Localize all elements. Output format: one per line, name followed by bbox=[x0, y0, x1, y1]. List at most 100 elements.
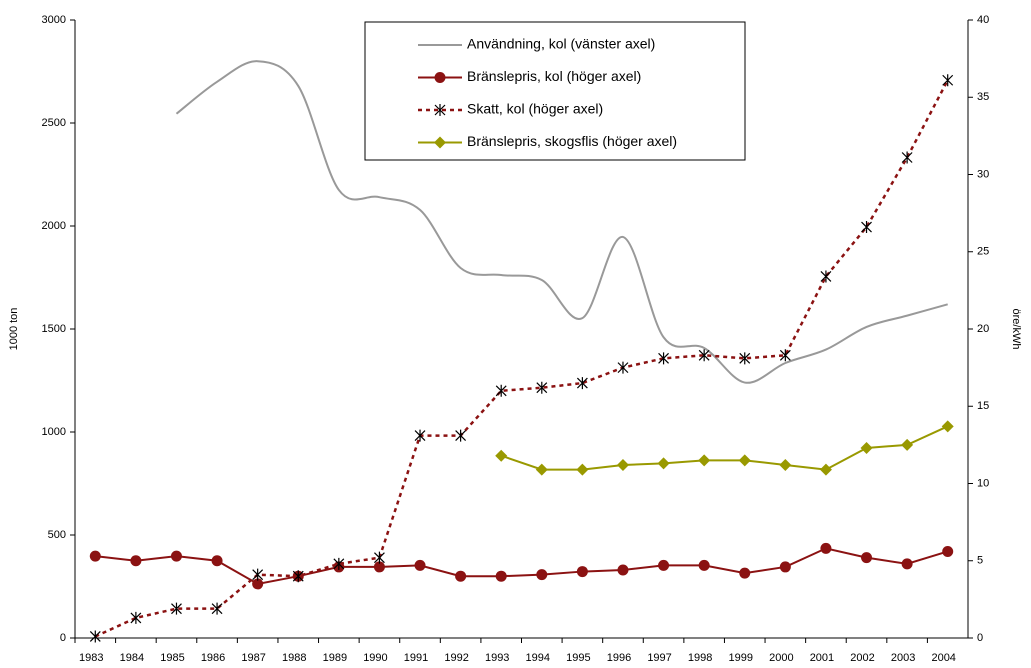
x-tick-label: 1988 bbox=[282, 652, 306, 664]
legend-label: Användning, kol (vänster axel) bbox=[467, 36, 655, 52]
legend-marker bbox=[434, 136, 446, 149]
x-tick-label: 1984 bbox=[120, 652, 144, 664]
point bbox=[901, 438, 914, 451]
point bbox=[860, 441, 873, 454]
point bbox=[455, 429, 467, 442]
point bbox=[738, 454, 751, 467]
point bbox=[211, 555, 223, 567]
y-tick-label: 1000 bbox=[42, 426, 66, 438]
x-tick-label: 1997 bbox=[647, 652, 671, 664]
x-tick-label: 2001 bbox=[810, 652, 834, 664]
y2-tick-label: 40 bbox=[977, 14, 989, 26]
x-tick-label: 1987 bbox=[241, 652, 265, 664]
point bbox=[658, 352, 669, 365]
point bbox=[820, 542, 832, 554]
point bbox=[252, 568, 264, 581]
point bbox=[211, 602, 223, 615]
point bbox=[374, 551, 385, 564]
point bbox=[942, 74, 954, 87]
point bbox=[536, 381, 548, 394]
point bbox=[414, 559, 426, 571]
point bbox=[130, 611, 142, 624]
y-tick-label: 3000 bbox=[42, 14, 66, 26]
y2-tick-label: 5 bbox=[977, 555, 983, 567]
x-tick-label: 2004 bbox=[931, 652, 955, 664]
y-axis-title: 1000 ton bbox=[8, 308, 20, 351]
point bbox=[536, 569, 548, 581]
point bbox=[292, 570, 304, 583]
point bbox=[252, 578, 264, 590]
point bbox=[739, 352, 751, 365]
point bbox=[414, 429, 426, 442]
point bbox=[576, 377, 588, 390]
point bbox=[495, 384, 507, 397]
y-tick-label: 500 bbox=[48, 529, 66, 541]
point bbox=[941, 420, 954, 433]
y2-axis-title: öre/kWh bbox=[1010, 309, 1022, 350]
point bbox=[861, 221, 872, 234]
x-tick-label: 2000 bbox=[769, 652, 793, 664]
point bbox=[820, 270, 832, 283]
legend-marker bbox=[434, 72, 446, 83]
y2-tick-label: 0 bbox=[977, 632, 983, 644]
series-line bbox=[95, 547, 948, 585]
point bbox=[657, 457, 670, 470]
x-tick-label: 1990 bbox=[363, 652, 387, 664]
y2-tick-label: 30 bbox=[977, 168, 989, 180]
point bbox=[373, 561, 385, 573]
point bbox=[495, 449, 508, 462]
y-tick-label: 2500 bbox=[42, 117, 66, 129]
y-tick-label: 0 bbox=[60, 632, 66, 644]
point bbox=[89, 630, 101, 643]
legend-label: Skatt, kol (höger axel) bbox=[467, 101, 603, 117]
x-tick-label: 1996 bbox=[607, 652, 631, 664]
point bbox=[171, 602, 182, 615]
x-tick-label: 1983 bbox=[79, 652, 103, 664]
y-tick-label: 1500 bbox=[42, 323, 66, 335]
point bbox=[495, 570, 507, 582]
point bbox=[698, 349, 710, 362]
x-tick-label: 1999 bbox=[729, 652, 753, 664]
point bbox=[901, 558, 913, 570]
x-tick-label: 1989 bbox=[323, 652, 347, 664]
y2-tick-label: 10 bbox=[977, 477, 989, 489]
point bbox=[779, 458, 792, 471]
point bbox=[658, 559, 670, 571]
legend-label: Bränslepris, skogsflis (höger axel) bbox=[467, 133, 677, 149]
legend-marker bbox=[434, 104, 446, 116]
point bbox=[130, 555, 142, 567]
series-line bbox=[94, 79, 949, 638]
point bbox=[617, 564, 629, 576]
point bbox=[617, 361, 629, 374]
point bbox=[698, 559, 710, 571]
point bbox=[170, 550, 182, 562]
x-tick-label: 1998 bbox=[688, 652, 712, 664]
point bbox=[779, 349, 791, 362]
x-tick-label: 1985 bbox=[160, 652, 184, 664]
point bbox=[616, 458, 629, 471]
point bbox=[89, 550, 101, 562]
point bbox=[576, 566, 588, 578]
point bbox=[333, 557, 345, 570]
point bbox=[819, 463, 832, 476]
point bbox=[739, 567, 751, 579]
y-tick-label: 2000 bbox=[42, 220, 66, 232]
point bbox=[576, 463, 589, 476]
x-tick-label: 2003 bbox=[891, 652, 915, 664]
x-tick-label: 2002 bbox=[850, 652, 874, 664]
x-tick-label: 1993 bbox=[485, 652, 509, 664]
point bbox=[455, 570, 467, 582]
x-tick-label: 1994 bbox=[526, 652, 550, 664]
point bbox=[861, 552, 873, 564]
y2-tick-label: 35 bbox=[977, 91, 989, 103]
point bbox=[698, 454, 711, 467]
series-line bbox=[175, 60, 948, 384]
x-tick-label: 1986 bbox=[201, 652, 225, 664]
y2-tick-label: 25 bbox=[977, 246, 989, 258]
x-tick-label: 1995 bbox=[566, 652, 590, 664]
y2-tick-label: 20 bbox=[977, 323, 989, 335]
x-tick-label: 1991 bbox=[404, 652, 428, 664]
legend-label: Bränslepris, kol (höger axel) bbox=[467, 68, 641, 84]
point bbox=[901, 151, 913, 164]
